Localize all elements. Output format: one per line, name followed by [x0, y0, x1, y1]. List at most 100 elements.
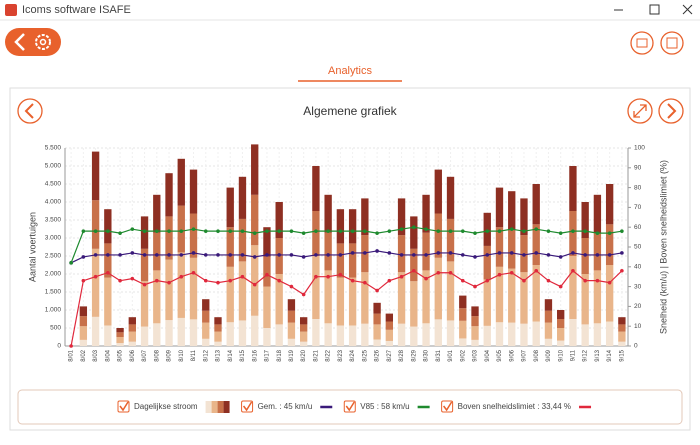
line-point — [314, 253, 318, 257]
x-tick-label: 8/22 — [326, 349, 332, 361]
x-tick-label: 8/28 — [399, 349, 405, 361]
x-tick-label: 9/12 — [583, 349, 589, 361]
line-point — [130, 227, 135, 231]
x-tick-label: 8/21 — [313, 349, 319, 361]
line-point — [106, 270, 110, 275]
bar-segment — [373, 324, 381, 340]
bar-segment — [116, 332, 124, 337]
y-tick-label: 2.000 — [45, 271, 62, 278]
previous-button[interactable] — [17, 98, 43, 124]
bar-segment — [202, 322, 210, 339]
line-point — [81, 278, 86, 283]
bar-segment — [263, 286, 271, 328]
line-point — [338, 272, 343, 277]
line-point — [252, 231, 257, 235]
line-point — [118, 253, 122, 257]
line-point — [154, 253, 159, 257]
line-point — [130, 276, 135, 281]
line-point — [350, 278, 355, 283]
bar-segment — [140, 248, 149, 282]
bar-segment — [434, 257, 442, 320]
line-point — [191, 251, 196, 255]
bar-segment — [459, 320, 467, 339]
bar-segment — [251, 144, 259, 195]
x-tick-label: 8/10 — [179, 349, 185, 361]
bar-segment — [385, 340, 394, 346]
maximize-button[interactable] — [649, 4, 660, 15]
line-point — [509, 251, 514, 255]
line-point — [179, 229, 184, 233]
bar-segment — [361, 323, 369, 346]
bar-segment — [226, 322, 234, 346]
line-point — [106, 229, 110, 233]
back-settings-button[interactable] — [5, 28, 61, 56]
bar-segment — [605, 224, 614, 265]
bar-segment — [177, 252, 185, 318]
y2-tick-label: 60 — [634, 224, 642, 231]
bar-segment — [557, 328, 565, 341]
line-point — [595, 253, 600, 257]
bar-segment — [569, 319, 577, 346]
x-tick-label: 8/24 — [350, 349, 356, 361]
bar-segment — [348, 209, 357, 244]
bar-segment — [618, 317, 626, 325]
line-point — [375, 231, 379, 235]
bar-segment — [202, 299, 210, 311]
line-point — [228, 253, 233, 257]
bar-segment — [385, 329, 394, 341]
bar-segment — [471, 316, 479, 327]
previous-icon — [24, 103, 34, 119]
bar-segment — [251, 315, 259, 346]
bar-segment — [348, 277, 357, 326]
line-point — [473, 255, 477, 259]
bar-segment — [104, 325, 112, 346]
bar-segment — [348, 325, 357, 346]
bar-segment — [202, 310, 210, 323]
x-tick-label: 8/03 — [93, 349, 99, 361]
bar-segment — [532, 265, 540, 322]
line-point — [436, 270, 441, 275]
bar-segment — [459, 308, 467, 321]
line-point — [522, 229, 526, 233]
x-tick-label: 9/04 — [485, 349, 491, 361]
line-point — [93, 229, 98, 233]
next-button[interactable] — [658, 98, 684, 124]
close-button[interactable] — [682, 4, 693, 15]
bar-segment — [508, 268, 516, 323]
bar-segment — [336, 243, 345, 278]
line-point — [485, 229, 490, 233]
line-point — [179, 253, 184, 257]
x-tick-label: 8/25 — [362, 349, 368, 361]
analytics-tab[interactable]: Analytics — [328, 65, 373, 77]
line-point — [363, 251, 367, 255]
x-tick-label: 8/15 — [240, 349, 246, 361]
line-point — [620, 251, 624, 255]
bar-segment — [104, 277, 112, 326]
x-tick-label: 8/31 — [436, 349, 442, 361]
bar-segment — [544, 322, 553, 339]
y-tick-label: 5.500 — [45, 145, 62, 152]
line-point — [252, 282, 257, 287]
line-point — [289, 229, 294, 233]
x-tick-label: 8/29 — [411, 349, 417, 361]
bar-segment — [569, 211, 577, 256]
line-point — [583, 278, 587, 283]
bar-segment — [79, 339, 88, 346]
line-point — [571, 229, 575, 233]
x-tick-label: 9/10 — [558, 349, 564, 361]
x-tick-label: 9/01 — [448, 349, 454, 361]
line-point — [277, 278, 281, 283]
line-point — [412, 253, 416, 257]
open-button[interactable] — [630, 31, 654, 55]
bar-segment — [520, 198, 528, 236]
bar-segment — [410, 216, 418, 249]
save-button[interactable] — [660, 31, 684, 55]
x-tick-label: 9/07 — [522, 349, 528, 361]
bar-segment — [189, 257, 198, 320]
line-point — [387, 229, 392, 233]
legend-swatch — [205, 401, 212, 413]
line-point — [142, 282, 147, 287]
x-tick-label: 8/11 — [191, 349, 197, 361]
line-point — [497, 272, 502, 277]
